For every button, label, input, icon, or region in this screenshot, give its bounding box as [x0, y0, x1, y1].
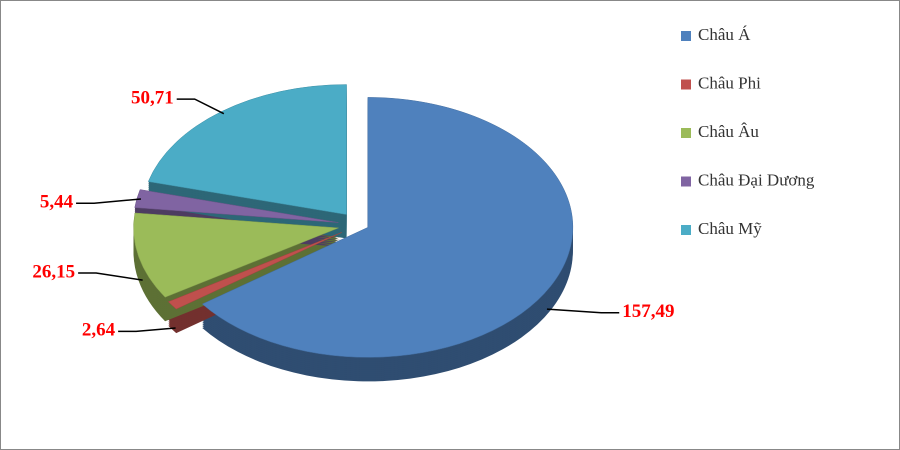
slice	[134, 189, 339, 223]
data-label: 157,49	[622, 301, 674, 322]
legend-label: Châu Á	[698, 25, 751, 44]
data-label: 2,64	[82, 320, 116, 341]
slice	[201, 97, 574, 358]
data-label: 26,15	[32, 261, 75, 282]
leader-line	[546, 308, 620, 314]
slice	[167, 232, 342, 310]
legend-swatch	[681, 128, 691, 138]
data-label: 5,44	[40, 192, 74, 213]
slice	[133, 212, 339, 298]
legend-label: Châu Đại Dương	[698, 170, 815, 189]
legend-swatch	[681, 225, 691, 235]
leader-line	[176, 98, 225, 115]
leader-line	[118, 327, 176, 333]
legend-label: Châu Phi	[698, 73, 761, 92]
data-label: 50,71	[131, 87, 174, 108]
leader-line	[78, 272, 143, 281]
legend-swatch	[681, 176, 691, 187]
legend-label: Châu Mỹ	[698, 219, 762, 238]
leader-line	[76, 198, 142, 205]
legend-swatch	[681, 79, 691, 90]
legend-swatch	[681, 31, 691, 41]
legend-label: Châu Âu	[698, 122, 759, 141]
